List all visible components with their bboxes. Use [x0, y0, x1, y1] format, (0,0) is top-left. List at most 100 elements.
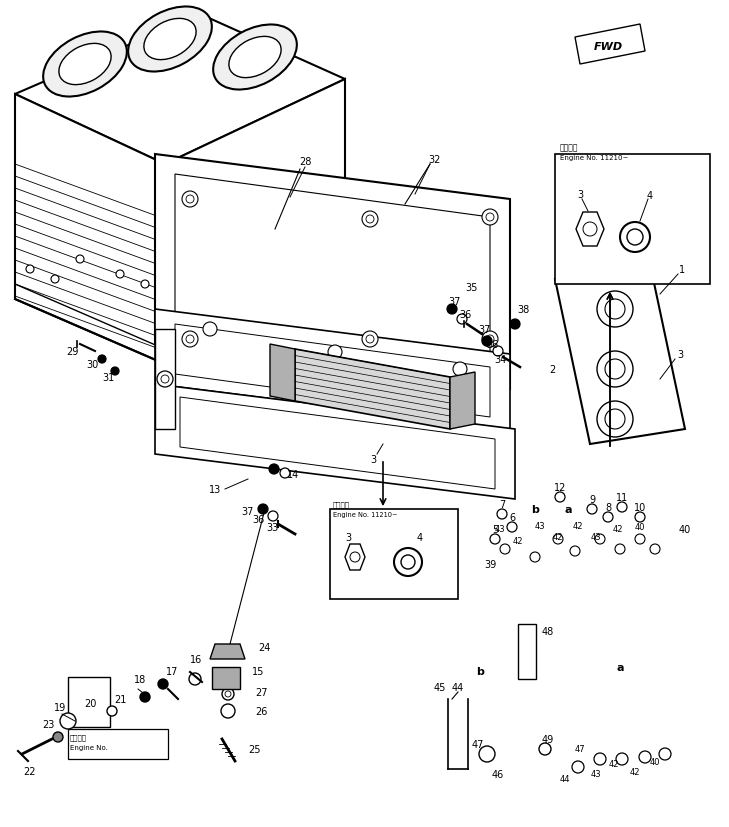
Text: 26: 26 — [255, 706, 268, 716]
Circle shape — [51, 275, 59, 284]
Text: 37: 37 — [479, 325, 491, 335]
Text: 8: 8 — [605, 502, 611, 513]
Polygon shape — [450, 372, 475, 429]
Text: 14: 14 — [287, 470, 299, 480]
Text: 11: 11 — [616, 492, 628, 502]
Polygon shape — [155, 155, 510, 390]
Text: 37: 37 — [449, 297, 461, 307]
Bar — [212, 667, 240, 689]
Ellipse shape — [43, 32, 127, 98]
Circle shape — [635, 513, 645, 523]
Text: 27: 27 — [255, 687, 268, 697]
Circle shape — [530, 552, 540, 562]
Text: 21: 21 — [114, 694, 126, 704]
Text: 3: 3 — [677, 350, 683, 360]
Circle shape — [350, 552, 360, 562]
Text: 33: 33 — [266, 523, 278, 533]
Circle shape — [60, 713, 76, 729]
Circle shape — [366, 336, 374, 343]
Text: 適用号機: 適用号機 — [560, 143, 579, 152]
Ellipse shape — [144, 19, 196, 60]
Bar — [518, 624, 536, 679]
Text: 47: 47 — [574, 744, 585, 753]
Polygon shape — [155, 309, 510, 429]
Text: 4: 4 — [417, 533, 423, 543]
Circle shape — [98, 356, 106, 364]
Text: 23: 23 — [42, 719, 54, 729]
Circle shape — [555, 492, 565, 502]
Text: 24: 24 — [258, 643, 270, 653]
Polygon shape — [15, 15, 345, 165]
Text: 37: 37 — [242, 506, 254, 516]
Polygon shape — [576, 213, 604, 246]
Circle shape — [616, 753, 628, 765]
Text: 46: 46 — [492, 769, 504, 779]
Circle shape — [362, 212, 378, 227]
Text: 40: 40 — [650, 758, 660, 767]
Text: 36: 36 — [252, 514, 264, 524]
Circle shape — [447, 304, 457, 314]
Circle shape — [362, 332, 378, 347]
Polygon shape — [155, 385, 515, 500]
Circle shape — [510, 319, 520, 330]
Circle shape — [570, 547, 580, 557]
Text: 30: 30 — [86, 360, 98, 370]
Text: 16: 16 — [190, 654, 202, 664]
Text: 43: 43 — [534, 522, 545, 531]
Polygon shape — [68, 677, 110, 727]
Text: 31: 31 — [102, 372, 114, 383]
Text: 44: 44 — [560, 775, 570, 783]
Circle shape — [482, 332, 498, 347]
Text: 12: 12 — [554, 482, 566, 492]
Bar — [68, 729, 168, 759]
Circle shape — [639, 751, 651, 763]
Ellipse shape — [229, 37, 281, 79]
Circle shape — [26, 265, 34, 274]
Circle shape — [597, 292, 633, 327]
Polygon shape — [175, 174, 490, 370]
Circle shape — [635, 534, 645, 544]
Text: 38: 38 — [517, 304, 529, 314]
Circle shape — [486, 213, 494, 222]
Text: 42: 42 — [630, 767, 640, 777]
Text: Engine No.: Engine No. — [70, 744, 108, 750]
Text: 48: 48 — [542, 626, 554, 636]
Text: b: b — [531, 504, 539, 514]
Circle shape — [182, 192, 198, 208]
Circle shape — [161, 375, 169, 384]
Polygon shape — [175, 325, 490, 418]
Circle shape — [650, 544, 660, 554]
Text: 20: 20 — [84, 698, 96, 708]
Circle shape — [497, 509, 507, 519]
Text: 13: 13 — [209, 485, 221, 495]
Ellipse shape — [128, 7, 212, 73]
Text: 42: 42 — [609, 759, 619, 768]
Polygon shape — [295, 350, 450, 429]
Text: a: a — [564, 504, 572, 514]
Text: Engine No. 11210~: Engine No. 11210~ — [333, 511, 397, 518]
Circle shape — [394, 548, 422, 576]
Polygon shape — [575, 25, 645, 65]
Circle shape — [107, 706, 117, 716]
Text: 6: 6 — [509, 513, 515, 523]
Text: 25: 25 — [248, 744, 260, 754]
Circle shape — [617, 502, 627, 513]
Circle shape — [482, 210, 498, 226]
Circle shape — [615, 544, 625, 554]
Text: 17: 17 — [165, 667, 178, 676]
Polygon shape — [155, 330, 175, 429]
Circle shape — [186, 336, 194, 343]
Text: 44: 44 — [452, 682, 464, 692]
Text: 適用号機: 適用号機 — [333, 501, 350, 508]
Circle shape — [53, 732, 63, 742]
Text: 42: 42 — [512, 537, 523, 546]
Circle shape — [479, 746, 495, 762]
Text: 42: 42 — [553, 533, 564, 542]
Polygon shape — [15, 95, 165, 365]
Text: b: b — [476, 667, 484, 676]
Text: 3: 3 — [345, 533, 351, 543]
Circle shape — [539, 743, 551, 755]
Circle shape — [186, 196, 194, 203]
Circle shape — [500, 544, 510, 554]
Text: 34: 34 — [494, 355, 506, 365]
